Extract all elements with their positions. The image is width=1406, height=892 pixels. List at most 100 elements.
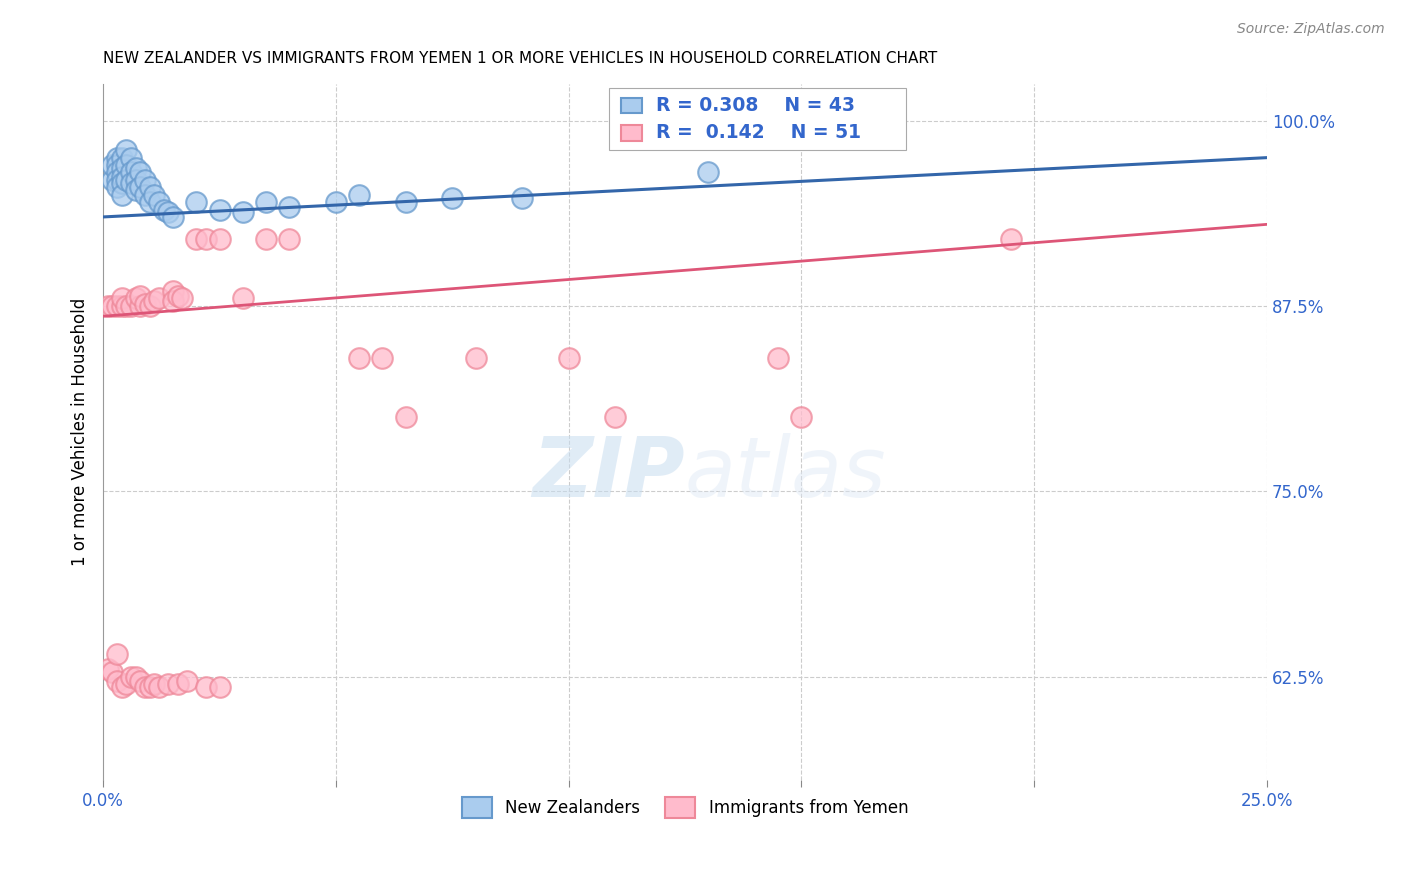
Point — [129, 299, 152, 313]
Point — [766, 351, 789, 365]
Point — [115, 158, 138, 172]
Point — [97, 299, 120, 313]
Point — [347, 351, 370, 365]
Point — [176, 673, 198, 688]
Point — [138, 180, 160, 194]
Point — [101, 158, 124, 172]
Point — [105, 173, 128, 187]
Text: ZIP: ZIP — [533, 434, 685, 514]
Point — [148, 292, 170, 306]
Point — [105, 673, 128, 688]
Point — [134, 173, 156, 187]
Point — [111, 187, 134, 202]
Point — [111, 176, 134, 190]
Text: atlas: atlas — [685, 434, 887, 514]
Text: Source: ZipAtlas.com: Source: ZipAtlas.com — [1237, 22, 1385, 37]
Point — [143, 294, 166, 309]
Point — [138, 195, 160, 210]
Point — [166, 677, 188, 691]
Point — [186, 232, 208, 246]
Point — [605, 410, 627, 425]
Point — [395, 195, 418, 210]
Point — [157, 677, 180, 691]
Point — [557, 351, 579, 365]
Point — [194, 232, 217, 246]
Point — [125, 292, 148, 306]
Point — [134, 680, 156, 694]
Point — [138, 680, 160, 694]
Point — [125, 161, 148, 175]
Point — [347, 187, 370, 202]
Point — [441, 191, 464, 205]
Point — [120, 151, 142, 165]
Point — [120, 299, 142, 313]
Point — [278, 232, 301, 246]
Point — [125, 669, 148, 683]
Point — [101, 173, 124, 187]
Point — [232, 205, 254, 219]
Point — [105, 299, 128, 313]
Point — [371, 351, 394, 365]
Point — [111, 161, 134, 175]
FancyBboxPatch shape — [609, 88, 905, 150]
Point — [395, 410, 418, 425]
Point — [254, 195, 277, 210]
Point — [125, 183, 148, 197]
Point — [120, 176, 142, 190]
Point — [172, 292, 194, 306]
Point — [134, 297, 156, 311]
Point — [157, 205, 180, 219]
FancyBboxPatch shape — [621, 98, 643, 113]
Point — [208, 232, 231, 246]
Point — [129, 288, 152, 302]
Point — [120, 669, 142, 683]
Point — [120, 165, 142, 179]
Point — [125, 173, 148, 187]
Point — [697, 165, 720, 179]
Text: R =  0.142    N = 51: R = 0.142 N = 51 — [657, 123, 860, 143]
Point — [143, 187, 166, 202]
Point — [111, 292, 134, 306]
Point — [464, 351, 486, 365]
Point — [1000, 232, 1022, 246]
Point — [278, 200, 301, 214]
Point — [115, 299, 138, 313]
Point — [111, 299, 134, 313]
Point — [115, 677, 138, 691]
Point — [510, 191, 533, 205]
Text: R = 0.308    N = 43: R = 0.308 N = 43 — [657, 96, 855, 115]
Point — [152, 202, 174, 217]
Point — [232, 292, 254, 306]
Point — [148, 680, 170, 694]
Point — [162, 210, 184, 224]
Point — [208, 202, 231, 217]
FancyBboxPatch shape — [621, 126, 643, 141]
Point — [254, 232, 277, 246]
Point — [148, 195, 170, 210]
Point — [134, 187, 156, 202]
Point — [105, 165, 128, 179]
Point — [101, 299, 124, 313]
Point — [162, 294, 184, 309]
Point — [325, 195, 347, 210]
Point — [143, 677, 166, 691]
Point — [115, 143, 138, 157]
Point — [166, 288, 188, 302]
Point — [790, 410, 813, 425]
Point — [105, 180, 128, 194]
Point — [97, 662, 120, 676]
Point — [208, 680, 231, 694]
Point — [186, 195, 208, 210]
Point — [105, 151, 128, 165]
Y-axis label: 1 or more Vehicles in Household: 1 or more Vehicles in Household — [72, 298, 89, 566]
Point — [129, 673, 152, 688]
Point — [111, 169, 134, 184]
Point — [129, 180, 152, 194]
Legend: New Zealanders, Immigrants from Yemen: New Zealanders, Immigrants from Yemen — [456, 790, 915, 824]
Text: NEW ZEALANDER VS IMMIGRANTS FROM YEMEN 1 OR MORE VEHICLES IN HOUSEHOLD CORRELATI: NEW ZEALANDER VS IMMIGRANTS FROM YEMEN 1… — [103, 51, 938, 66]
Point — [101, 665, 124, 679]
Point — [105, 648, 128, 662]
Point — [194, 680, 217, 694]
Point — [138, 299, 160, 313]
Point — [111, 151, 134, 165]
